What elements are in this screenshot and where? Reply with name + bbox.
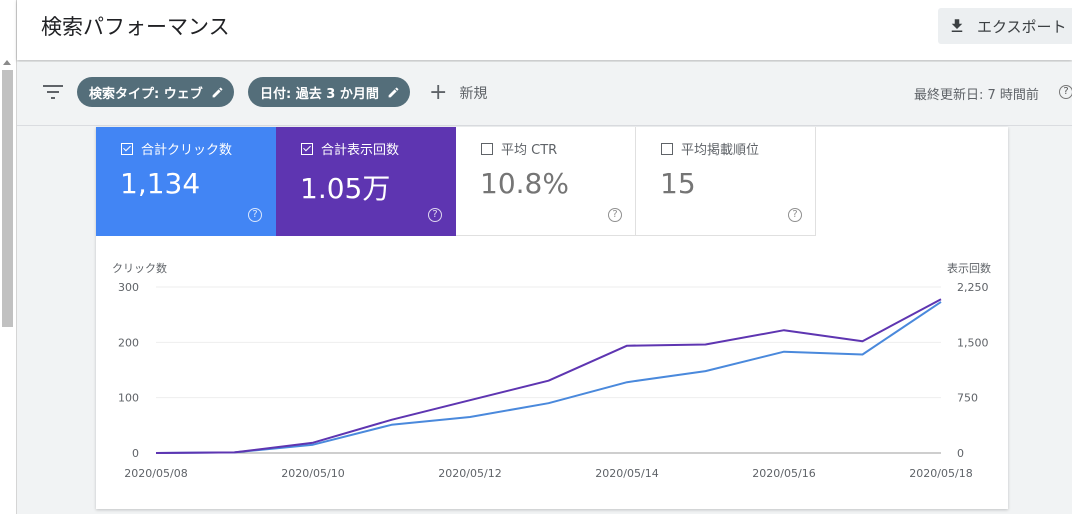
impressions-series-line	[155, 298, 942, 454]
metric-value: 1,134	[120, 167, 201, 200]
metric-label: 平均 CTR	[501, 143, 558, 158]
metric-label-row: 合計表示回数	[301, 139, 399, 158]
x-tick-label: 2020/05/10	[281, 467, 344, 480]
add-filter-button[interactable]: + 新規	[429, 82, 487, 104]
checkbox-checked-icon[interactable]	[301, 142, 313, 155]
right-y-tick-label: 2,250	[957, 281, 989, 294]
performance-card: 合計クリック数 1,134 ? 合計表示回数 1.05万 ? 平均 CTR 10…	[96, 127, 1008, 509]
right-axis-label: 表示回数	[947, 261, 991, 275]
metric-value: 1.05万	[300, 172, 391, 205]
pencil-icon	[212, 87, 223, 97]
metric-average-ctr[interactable]: 平均 CTR 10.8% ?	[456, 127, 636, 236]
checkbox-unchecked-icon[interactable]	[481, 142, 493, 155]
metric-total-impressions[interactable]: 合計表示回数 1.05万 ?	[276, 127, 456, 236]
pencil-icon	[388, 87, 399, 97]
left-y-tick-label: 300	[118, 281, 139, 294]
checkbox-unchecked-icon[interactable]	[661, 142, 673, 155]
right-y-tick-label: 0	[957, 447, 964, 460]
page-title: 検索パフォーマンス	[41, 15, 230, 39]
filter-icon[interactable]	[43, 84, 63, 100]
search-type-filter-chip[interactable]: 検索タイプ: ウェブ	[77, 77, 234, 107]
help-icon[interactable]: ?	[428, 208, 442, 222]
page-header: 検索パフォーマンス エクスポート	[17, 0, 1072, 60]
metric-label: 平均掲載順位	[681, 143, 760, 158]
metric-value: 10.8%	[480, 167, 569, 200]
left-y-tick-label: 200	[118, 336, 139, 349]
right-y-tick-label: 750	[957, 392, 978, 405]
last-updated-text: 最終更新日: 7 時間前	[914, 88, 1039, 103]
chip-label: 検索タイプ: ウェブ	[89, 86, 203, 102]
left-y-tick-label: 0	[132, 447, 139, 460]
clicks-series-line	[155, 301, 942, 454]
export-button[interactable]: エクスポート	[938, 8, 1072, 44]
x-tick-label: 2020/05/12	[438, 467, 501, 480]
metric-label-row: 平均 CTR	[481, 139, 557, 158]
performance-line-chart: クリック数 表示回数 0 0 100 750 200 1,500 300 2,250 2020/05…	[112, 261, 991, 480]
x-tick-label: 2020/05/08	[124, 467, 187, 480]
metric-average-position[interactable]: 平均掲載順位 15 ?	[636, 127, 816, 236]
help-icon[interactable]: ?	[1059, 85, 1072, 99]
date-filter-chip[interactable]: 日付: 過去 3 か月間	[248, 77, 410, 107]
scrollbar-thumb[interactable]	[2, 70, 13, 327]
help-icon[interactable]: ?	[248, 208, 262, 222]
checkbox-checked-icon[interactable]	[121, 142, 133, 155]
help-icon[interactable]: ?	[788, 208, 802, 222]
metric-total-clicks[interactable]: 合計クリック数 1,134 ?	[96, 127, 276, 236]
help-icon[interactable]: ?	[608, 208, 622, 222]
filter-bar: 検索タイプ: ウェブ 日付: 過去 3 か月間 + 新規 最終更新日: 7 時間…	[17, 62, 1072, 126]
x-tick-label: 2020/05/18	[909, 467, 972, 480]
right-y-tick-label: 1,500	[957, 336, 989, 349]
scroll-up-arrow-icon[interactable]	[3, 60, 11, 65]
left-y-tick-label: 100	[118, 392, 139, 405]
metric-label: 合計表示回数	[321, 143, 400, 158]
metric-value: 15	[660, 167, 696, 200]
left-axis-label: クリック数	[112, 262, 167, 275]
add-filter-label: 新規	[459, 86, 488, 102]
x-tick-label: 2020/05/16	[752, 467, 815, 480]
left-side-panel	[0, 0, 17, 514]
export-label: エクスポート	[977, 17, 1067, 36]
plus-icon: +	[429, 80, 448, 105]
x-tick-label: 2020/05/14	[595, 467, 658, 480]
chip-label: 日付: 過去 3 か月間	[260, 86, 379, 102]
metric-label-row: 合計クリック数	[121, 139, 232, 158]
metric-label-row: 平均掲載順位	[661, 139, 759, 158]
download-icon	[951, 19, 963, 32]
metric-label: 合計クリック数	[141, 143, 233, 158]
